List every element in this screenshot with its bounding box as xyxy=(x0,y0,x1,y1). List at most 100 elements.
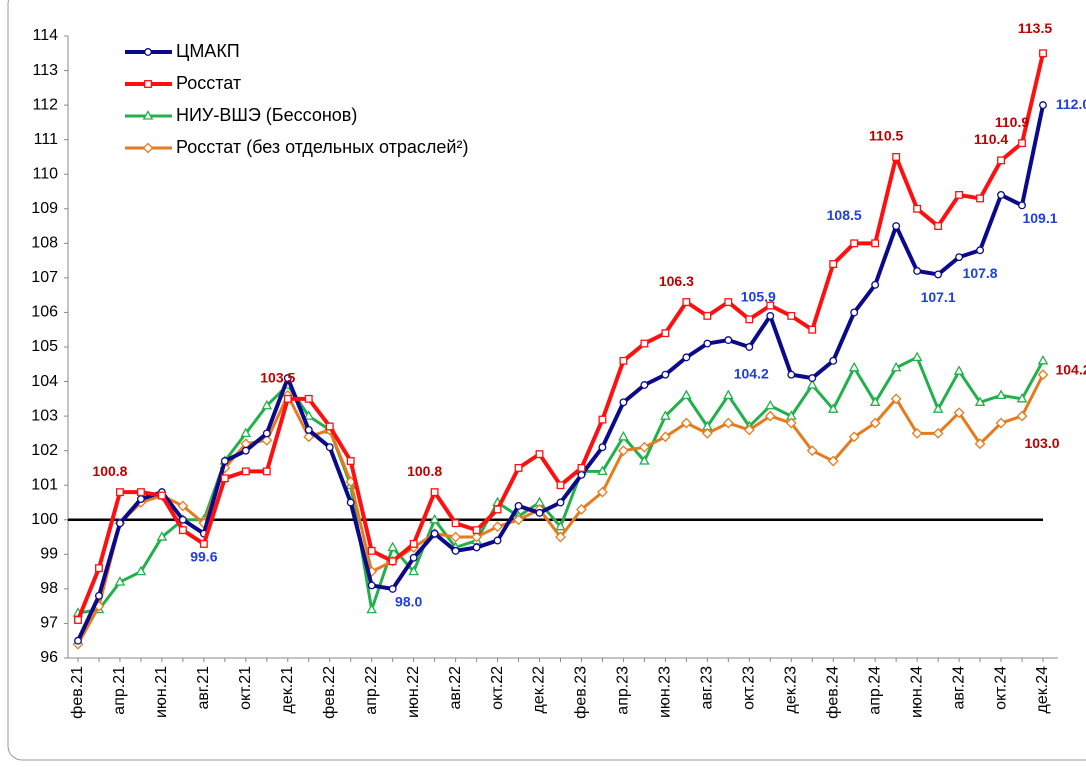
data-label: 98.0 xyxy=(395,594,422,610)
y-tick-label: 102 xyxy=(31,442,58,459)
point xyxy=(261,434,273,446)
point xyxy=(703,339,712,348)
point xyxy=(892,222,901,231)
data-label: 107.1 xyxy=(921,289,956,305)
point xyxy=(136,495,145,503)
point xyxy=(724,298,733,307)
x-tick-label: дек.21 xyxy=(279,666,296,714)
point xyxy=(974,396,986,406)
point xyxy=(701,427,713,439)
point xyxy=(848,361,860,372)
point xyxy=(430,488,439,497)
x-tick-label: окт.23 xyxy=(741,666,758,710)
x-tick-label: июн.23 xyxy=(657,666,674,718)
point xyxy=(513,514,524,526)
data-label: 108.5 xyxy=(827,207,862,223)
y-tick-label: 107 xyxy=(31,269,58,286)
point xyxy=(116,519,124,528)
point xyxy=(366,603,378,614)
point xyxy=(135,565,147,576)
point xyxy=(890,393,902,405)
point xyxy=(1018,201,1026,210)
point xyxy=(829,260,838,269)
point xyxy=(142,142,154,154)
x-tick-label: авг.21 xyxy=(195,666,212,710)
y-tick-label: 100 xyxy=(31,511,58,528)
point xyxy=(472,526,481,535)
point xyxy=(1016,393,1028,403)
point xyxy=(556,498,565,507)
point xyxy=(913,267,922,275)
y-tick-label: 106 xyxy=(31,304,58,321)
point xyxy=(850,239,859,248)
point xyxy=(1037,354,1049,365)
x-tick-label: окт.22 xyxy=(489,666,506,710)
point xyxy=(576,503,587,515)
y-tick-label: 112 xyxy=(32,96,58,113)
x-tick-label: июн.24 xyxy=(908,666,925,718)
data-label: 110.5 xyxy=(869,128,903,144)
point xyxy=(451,546,460,555)
chart-frame xyxy=(7,0,1086,761)
legend-label: Росстат (без отдельных отраслей²) xyxy=(176,137,468,157)
point xyxy=(325,422,334,431)
y-tick-label: 97 xyxy=(40,615,58,632)
point xyxy=(262,467,271,476)
point xyxy=(493,536,502,545)
point xyxy=(787,370,796,379)
point xyxy=(304,394,313,403)
point xyxy=(598,443,607,452)
point xyxy=(283,374,292,383)
point xyxy=(555,520,566,531)
point xyxy=(785,417,797,429)
legend-label: ЦМАКП xyxy=(176,41,240,61)
point xyxy=(450,531,462,543)
point xyxy=(514,463,523,472)
y-tick-label: 114 xyxy=(32,27,58,44)
point xyxy=(346,457,355,465)
point xyxy=(261,399,273,410)
point xyxy=(913,204,922,213)
point xyxy=(451,519,460,528)
point xyxy=(178,515,187,524)
point xyxy=(535,450,544,459)
point xyxy=(116,488,124,497)
point xyxy=(764,410,776,422)
point xyxy=(144,80,152,88)
data-label: 104.2 xyxy=(1055,361,1086,377)
point xyxy=(890,361,902,372)
y-tick-label: 101 xyxy=(31,476,58,493)
point xyxy=(555,531,566,543)
data-label: 110.9 xyxy=(995,114,1029,130)
point xyxy=(953,407,965,419)
point xyxy=(764,399,776,410)
point xyxy=(430,529,439,538)
point xyxy=(829,356,838,365)
x-tick-label: фев.21 xyxy=(69,666,86,719)
point xyxy=(95,591,103,600)
point xyxy=(934,222,943,231)
point xyxy=(871,280,880,289)
point xyxy=(114,576,126,586)
point xyxy=(808,325,817,334)
data-label: 100.8 xyxy=(407,463,442,479)
point xyxy=(871,239,880,248)
point xyxy=(680,417,692,429)
point xyxy=(932,427,944,439)
point xyxy=(303,431,315,443)
y-tick-label: 96 xyxy=(40,649,58,666)
y-tick-label: 108 xyxy=(31,235,58,252)
point xyxy=(388,557,397,566)
data-label: 110.4 xyxy=(974,131,1008,147)
point xyxy=(472,543,481,552)
x-tick-label: окт.21 xyxy=(237,666,254,710)
point xyxy=(932,403,944,413)
point xyxy=(367,581,376,590)
point xyxy=(177,500,189,512)
point xyxy=(976,194,985,203)
point xyxy=(514,502,523,510)
point xyxy=(471,531,483,543)
point xyxy=(619,398,628,407)
point xyxy=(535,508,544,517)
